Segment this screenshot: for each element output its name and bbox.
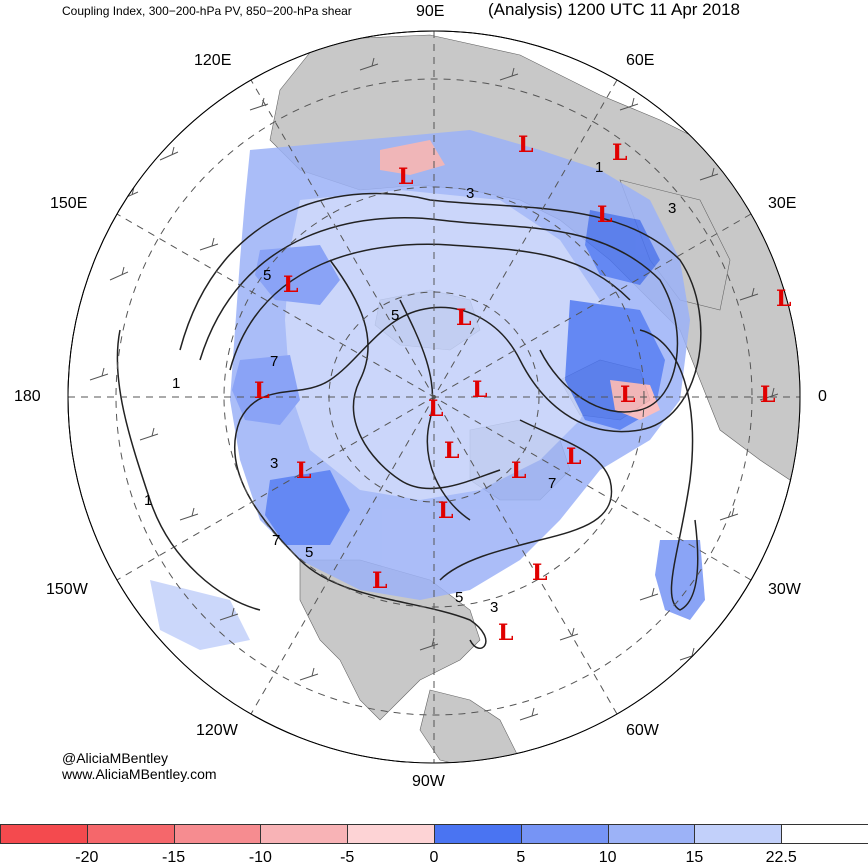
low-marker: L <box>760 382 775 408</box>
low-marker: L <box>398 164 413 190</box>
longitude-label-150w: 150W <box>46 581 88 598</box>
contour-label: 7 <box>548 475 556 492</box>
longitude-label-60w: 60W <box>626 722 659 739</box>
colorbar-tick-label: -10 <box>248 849 272 866</box>
low-marker: L <box>511 458 526 484</box>
colorbar-tick-label: -15 <box>162 849 186 866</box>
low-marker: L <box>283 272 298 298</box>
contour-label: 7 <box>272 532 280 549</box>
low-marker: L <box>776 286 791 312</box>
contour-label: 3 <box>668 200 676 217</box>
contour-label: 1 <box>595 159 603 176</box>
colorbar-segment <box>173 824 262 844</box>
colorbar-segment <box>781 824 868 844</box>
contour-labels: 1 3 3 5 5 7 1 3 1 7 5 7 5 3 <box>144 159 676 616</box>
colorbar-tick-label: 0 <box>429 849 439 866</box>
contour-label: 3 <box>270 455 278 472</box>
colorbar-segment <box>347 824 435 844</box>
contour-label: 1 <box>172 375 180 392</box>
low-marker: L <box>428 396 443 422</box>
contour-label: 7 <box>270 353 278 370</box>
low-marker: L <box>296 458 311 484</box>
contour-label: 1 <box>144 492 152 509</box>
low-marker: L <box>620 382 635 408</box>
longitude-label-60e: 60E <box>626 52 655 69</box>
colorbar-segment <box>520 824 609 844</box>
low-marker: L <box>612 140 627 166</box>
low-marker: L <box>444 438 459 464</box>
pv-contours <box>116 192 702 650</box>
low-marker: L <box>498 620 513 646</box>
low-marker: L <box>532 560 547 586</box>
colorbar-tick-label: 5 <box>516 849 526 866</box>
contour-label: 3 <box>466 185 474 202</box>
low-marker: L <box>438 498 453 524</box>
low-markers: L L L L L L L L L L L L L L L L L L L L <box>254 132 791 646</box>
contour-label: 5 <box>391 307 399 324</box>
colorbar <box>0 824 868 844</box>
contour-label: 5 <box>455 589 463 606</box>
credit-website: www.AliciaMBentley.com <box>62 766 217 782</box>
longitude-label-120e: 120E <box>194 52 232 69</box>
low-marker: L <box>597 202 612 228</box>
colorbar-segment <box>86 824 175 844</box>
longitude-label-30e: 30E <box>768 195 797 212</box>
figure-title: Coupling Index, 300−200-hPa PV, 850−200-… <box>62 4 352 18</box>
low-marker: L <box>566 444 581 470</box>
longitude-label-0: 0 <box>818 388 827 405</box>
credit-handle: @AliciaMBentley <box>62 750 169 766</box>
contour-label: 5 <box>263 267 271 284</box>
colorbar-segment <box>434 824 522 844</box>
low-marker: L <box>254 378 269 404</box>
analysis-time: (Analysis) 1200 UTC 11 Apr 2018 <box>488 0 740 19</box>
graticule <box>68 31 800 763</box>
low-marker: L <box>456 305 471 331</box>
longitude-label-90e: 90E <box>416 3 445 20</box>
low-marker: L <box>372 568 387 594</box>
colorbar-tick-label: 15 <box>685 849 704 866</box>
colorbar-segment <box>694 824 783 844</box>
low-marker: L <box>472 377 487 403</box>
colorbar-tick-label: -20 <box>75 849 99 866</box>
colorbar-tick-label: 10 <box>598 849 617 866</box>
longitude-label-120w: 120W <box>196 722 238 739</box>
longitude-label-90w: 90W <box>412 773 445 790</box>
longitude-label-180: 180 <box>14 388 41 405</box>
contour-label: 3 <box>490 599 498 616</box>
colorbar-tick-label: -5 <box>340 849 355 866</box>
longitude-label-30w: 30W <box>768 581 801 598</box>
contour-label: 5 <box>305 544 313 561</box>
colorbar-segment <box>0 824 88 844</box>
longitude-label-150e: 150E <box>50 195 88 212</box>
colorbar-tick-label: 22.5 <box>765 849 797 866</box>
colorbar-segment <box>607 824 696 844</box>
low-marker: L <box>518 132 533 158</box>
colorbar-segment <box>260 824 349 844</box>
coupling-index-shading <box>150 130 705 650</box>
